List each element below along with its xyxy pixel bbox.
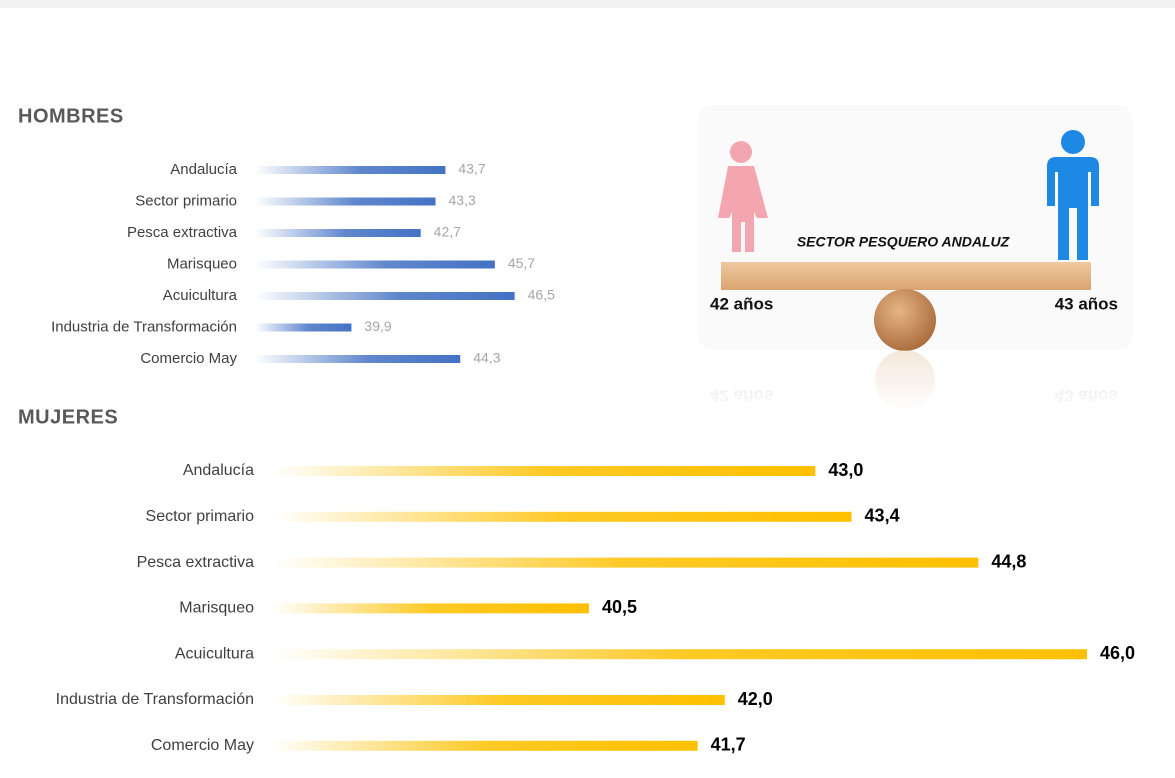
fulcrum	[874, 289, 936, 351]
category-label: Pesca extractiva	[127, 224, 238, 241]
women-age: 42 años	[710, 294, 773, 313]
chart-title: MUJERES	[18, 406, 118, 428]
value-label: 42,0	[738, 689, 773, 709]
bar	[272, 649, 1087, 660]
category-label: Sector primario	[135, 192, 237, 209]
value-label: 43,7	[458, 161, 485, 177]
bar	[272, 511, 852, 522]
category-label: Pesca extractiva	[137, 554, 254, 571]
value-label: 40,5	[602, 597, 637, 617]
category-label: Marisqueo	[179, 600, 254, 617]
category-label: Andalucía	[170, 161, 237, 178]
value-label: 44,8	[991, 551, 1026, 571]
bar	[272, 603, 589, 614]
category-label: Comercio May	[140, 350, 237, 367]
category-label: Acuicultura	[163, 287, 238, 304]
man-figure	[1047, 130, 1099, 260]
category-label: Marisqueo	[167, 255, 237, 272]
value-label: 45,7	[508, 255, 535, 271]
category-label: Acuicultura	[175, 645, 254, 662]
illustration-caption: SECTOR PESQUERO ANDALUZ	[797, 234, 1010, 250]
value-label: 43,4	[865, 506, 900, 526]
category-label: Sector primario	[146, 508, 255, 525]
woman-figure	[718, 141, 768, 252]
value-label: 46,5	[528, 287, 555, 303]
category-label: Comercio May	[151, 737, 254, 754]
bar	[272, 557, 979, 568]
chart-title: HOMBRES	[18, 105, 124, 127]
value-label: 42,7	[434, 224, 461, 240]
bar	[255, 166, 446, 174]
bar	[255, 229, 421, 237]
bar	[272, 466, 816, 476]
bar	[255, 323, 352, 332]
value-label: 44,3	[473, 350, 500, 366]
category-label: Andalucía	[183, 462, 254, 479]
bar	[255, 197, 436, 206]
bar	[255, 260, 495, 269]
plank	[721, 262, 1091, 290]
top-strip	[0, 0, 1175, 8]
value-label: 41,7	[711, 735, 746, 755]
bar	[255, 355, 461, 363]
value-label: 39,9	[364, 318, 391, 334]
value-label: 43,3	[449, 192, 476, 208]
reflection-fade	[698, 352, 1133, 412]
category-label: Industria de Transformación	[56, 691, 254, 708]
bar	[272, 695, 725, 705]
bar-chart: HOMBRES Andalucía 43,7 Sector primario 43,3 P…	[18, 105, 555, 367]
men-age: 43 años	[1055, 294, 1118, 313]
bar-chart: MUJERES Andalucía 43,0 Sector primario 43,4 P…	[18, 406, 1135, 754]
balance-illustration: SECTOR PESQUERO ANDALUZ 42 años 43 años …	[698, 105, 1133, 412]
value-label: 46,0	[1100, 643, 1135, 663]
bar	[255, 292, 515, 300]
category-label: Industria de Transformación	[51, 318, 237, 335]
value-label: 43,0	[828, 460, 863, 480]
bar	[272, 740, 698, 751]
